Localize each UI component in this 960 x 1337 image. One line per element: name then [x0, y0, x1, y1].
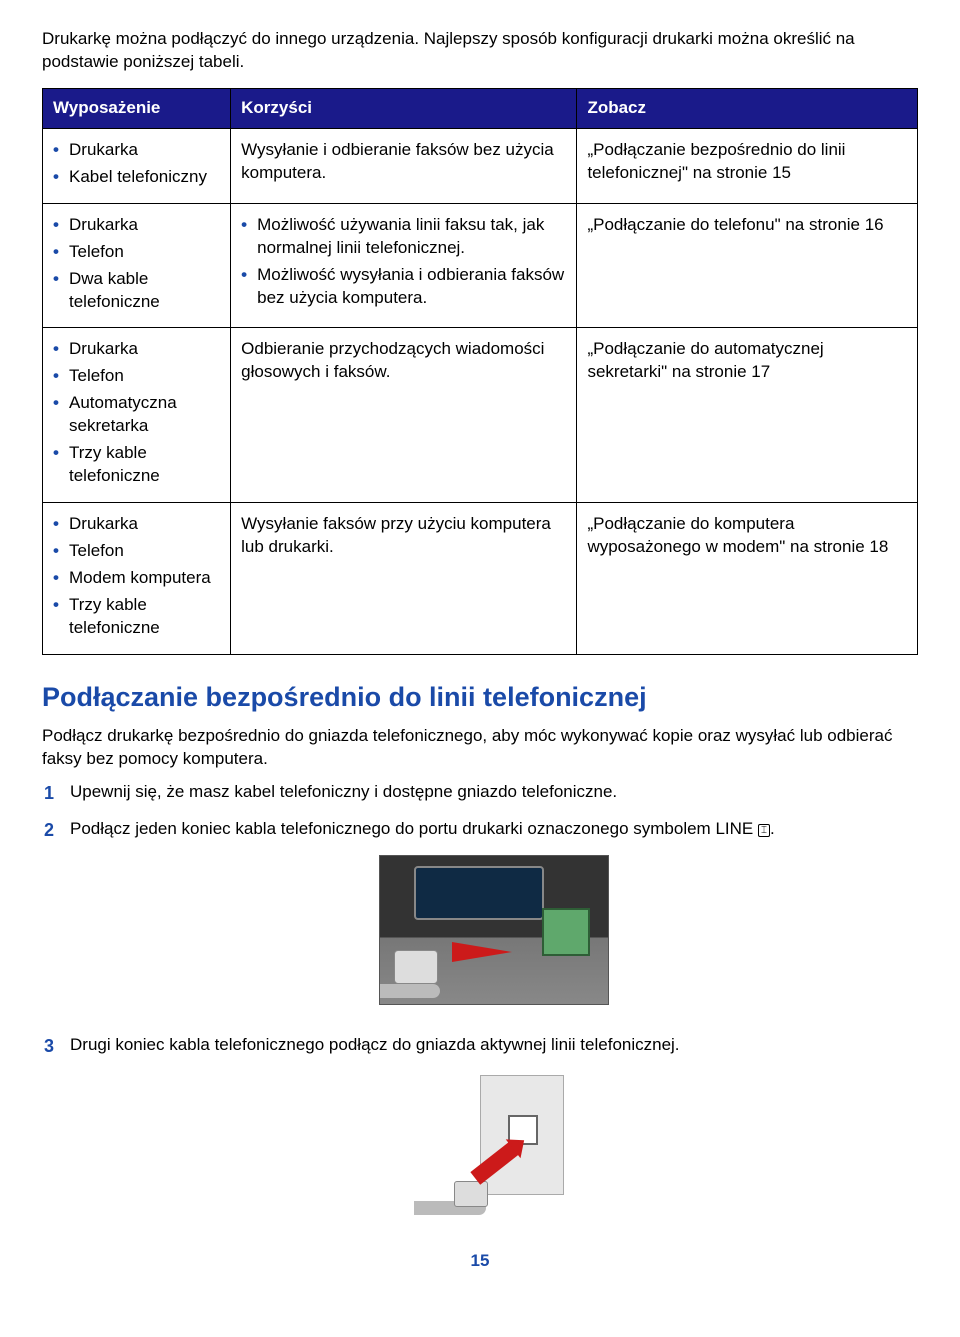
- see-text: „Podłączanie do telefonu" na stronie 16: [577, 203, 918, 328]
- list-item: Automatyczna sekretarka: [53, 392, 220, 438]
- line-port-icon: ⌶: [758, 824, 770, 837]
- section-intro: Podłącz drukarkę bezpośrednio do gniazda…: [42, 725, 918, 771]
- step-3-text: Drugi koniec kabla telefonicznego podłąc…: [70, 1035, 680, 1054]
- col-header-equipment: Wyposażenie: [43, 88, 231, 128]
- step-2-pre: Podłącz jeden koniec kabla telefoniczneg…: [70, 819, 758, 838]
- col-header-benefits: Korzyści: [231, 88, 577, 128]
- section-heading: Podłączanie bezpośrednio do linii telefo…: [42, 679, 918, 715]
- list-item: Trzy kable telefoniczne: [53, 442, 220, 488]
- intro-text: Drukarkę można podłączyć do innego urząd…: [42, 28, 918, 74]
- list-item: Trzy kable telefoniczne: [53, 594, 220, 640]
- config-table: Wyposażenie Korzyści Zobacz Drukarka Kab…: [42, 88, 918, 655]
- table-row: Drukarka Kabel telefoniczny Wysyłanie i …: [43, 128, 918, 203]
- equipment-list: Drukarka Telefon Modem komputera Trzy ka…: [53, 513, 220, 640]
- list-item: Telefon: [53, 241, 220, 264]
- list-item: Kabel telefoniczny: [53, 166, 220, 189]
- list-item: Modem komputera: [53, 567, 220, 590]
- list-item: Drukarka: [53, 513, 220, 536]
- step-2: Podłącz jeden koniec kabla telefoniczneg…: [42, 818, 918, 1012]
- benefits-text: Odbieranie przychodzących wiadomości gło…: [231, 328, 577, 503]
- page-number: 15: [42, 1250, 918, 1273]
- step-2-post: .: [770, 819, 775, 838]
- list-item: Możliwość używania linii faksu tak, jak …: [241, 214, 566, 260]
- table-row: Drukarka Telefon Automatyczna sekretarka…: [43, 328, 918, 503]
- equipment-list: Drukarka Telefon Dwa kable telefoniczne: [53, 214, 220, 314]
- figure-wall-jack: [70, 1071, 918, 1228]
- list-item: Dwa kable telefoniczne: [53, 268, 220, 314]
- steps-list: Upewnij się, że masz kabel telefoniczny …: [42, 781, 918, 1228]
- see-text: „Podłączanie do komputera wyposażonego w…: [577, 503, 918, 655]
- see-text: „Podłączanie bezpośrednio do linii telef…: [577, 128, 918, 203]
- equipment-list: Drukarka Telefon Automatyczna sekretarka…: [53, 338, 220, 488]
- benefits-text: Wysyłanie faksów przy użyciu komputera l…: [231, 503, 577, 655]
- list-item: Telefon: [53, 365, 220, 388]
- col-header-see: Zobacz: [577, 88, 918, 128]
- list-item: Możliwość wysyłania i odbierania faksów …: [241, 264, 566, 310]
- step-1: Upewnij się, że masz kabel telefoniczny …: [42, 781, 918, 804]
- list-item: Telefon: [53, 540, 220, 563]
- table-row: Drukarka Telefon Dwa kable telefoniczne …: [43, 203, 918, 328]
- table-row: Drukarka Telefon Modem komputera Trzy ka…: [43, 503, 918, 655]
- equipment-list: Drukarka Kabel telefoniczny: [53, 139, 220, 189]
- step-3: Drugi koniec kabla telefonicznego podłąc…: [42, 1034, 918, 1228]
- list-item: Drukarka: [53, 338, 220, 361]
- list-item: Drukarka: [53, 214, 220, 237]
- figure-printer-port: [70, 855, 918, 1012]
- benefits-list: Możliwość używania linii faksu tak, jak …: [241, 214, 566, 310]
- benefits-text: Wysyłanie i odbieranie faksów bez użycia…: [231, 128, 577, 203]
- see-text: „Podłączanie do automatycznej sekretarki…: [577, 328, 918, 503]
- list-item: Drukarka: [53, 139, 220, 162]
